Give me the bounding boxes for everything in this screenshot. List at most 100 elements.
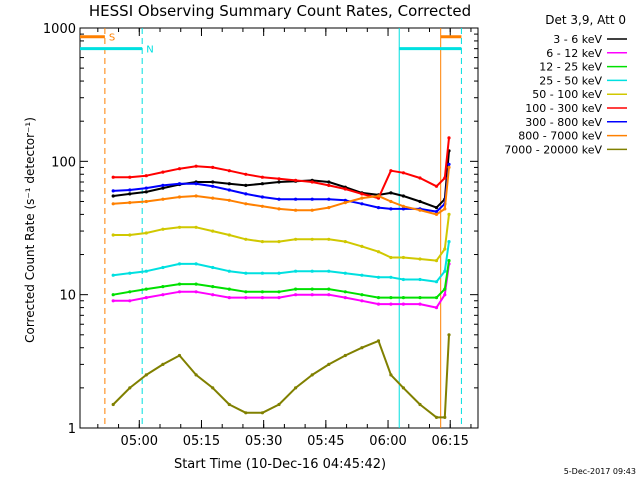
legend-label: 100 - 300 keV xyxy=(525,102,602,115)
data-point xyxy=(244,192,248,196)
data-point xyxy=(194,262,198,266)
data-point xyxy=(327,287,331,291)
data-point xyxy=(161,183,165,187)
y-tick-label: 1000 xyxy=(43,22,76,37)
data-point xyxy=(211,196,215,200)
data-point xyxy=(227,402,231,407)
data-point xyxy=(294,197,298,201)
data-point xyxy=(389,191,393,195)
data-point xyxy=(447,212,451,216)
data-point xyxy=(177,195,182,199)
data-point xyxy=(294,237,298,241)
data-point xyxy=(443,293,447,297)
data-point xyxy=(376,275,381,279)
data-point xyxy=(418,277,422,282)
data-point xyxy=(128,299,132,303)
data-point xyxy=(343,187,347,191)
data-point xyxy=(128,233,132,237)
data-point xyxy=(161,265,165,270)
data-point xyxy=(128,386,132,390)
data-point xyxy=(434,415,439,419)
data-point xyxy=(310,287,314,291)
x-tick-label: 05:00 xyxy=(121,434,158,449)
data-point xyxy=(401,277,405,282)
data-point xyxy=(360,273,364,277)
data-point xyxy=(277,402,281,407)
data-point xyxy=(343,240,347,244)
data-point xyxy=(177,167,182,171)
data-point xyxy=(327,180,331,184)
y-tick-label: 1 xyxy=(68,422,76,437)
data-point xyxy=(161,170,165,174)
data-point xyxy=(418,176,422,180)
data-point xyxy=(443,269,447,273)
data-point xyxy=(434,184,439,188)
data-point xyxy=(360,299,364,303)
plot-area: 1 10 100 1000 05:00 05:15 05:30 05:45 06:00 06:15… xyxy=(43,22,479,449)
data-point xyxy=(389,373,393,377)
data-point xyxy=(327,197,331,201)
data-point xyxy=(260,271,264,275)
data-point xyxy=(144,199,148,204)
data-point xyxy=(376,250,381,254)
data-point xyxy=(211,184,215,188)
data-point xyxy=(260,182,264,186)
x-tick-label: 05:30 xyxy=(245,434,282,449)
data-point xyxy=(227,287,231,291)
plot-frame xyxy=(79,27,479,429)
data-point xyxy=(343,201,347,205)
data-point xyxy=(128,290,132,294)
data-point xyxy=(144,269,148,273)
data-point xyxy=(211,180,215,184)
legend-label: 800 - 7000 keV xyxy=(518,130,602,143)
data-point xyxy=(360,293,364,297)
data-point xyxy=(294,386,298,390)
data-point xyxy=(260,240,264,244)
data-point xyxy=(227,188,231,192)
data-point xyxy=(277,240,281,244)
y-tick-label: 100 xyxy=(51,155,76,170)
data-point xyxy=(294,269,298,273)
data-point xyxy=(128,175,132,179)
data-point xyxy=(194,282,198,286)
data-point xyxy=(211,285,215,289)
data-point xyxy=(389,199,393,204)
data-point xyxy=(310,293,314,297)
series-line xyxy=(112,334,450,419)
data-point xyxy=(144,296,148,300)
data-point xyxy=(360,244,364,248)
data-point xyxy=(360,196,364,200)
legend-title: Det 3,9, Att 0 xyxy=(545,13,626,27)
data-point xyxy=(211,386,215,390)
data-point xyxy=(401,296,405,300)
data-point xyxy=(443,176,447,180)
data-point xyxy=(389,302,393,306)
data-point xyxy=(443,207,447,211)
x-tick-label: 05:15 xyxy=(183,434,220,449)
data-point xyxy=(310,208,314,212)
data-point xyxy=(260,204,264,208)
data-point xyxy=(161,362,165,366)
data-point xyxy=(244,202,248,206)
data-point xyxy=(389,169,393,173)
data-point xyxy=(277,290,281,294)
data-point xyxy=(144,190,148,194)
data-point xyxy=(227,296,231,300)
data-point xyxy=(128,271,132,275)
data-point xyxy=(376,296,381,300)
data-point xyxy=(111,299,115,303)
data-point xyxy=(227,269,231,273)
data-point xyxy=(244,411,248,415)
series-line xyxy=(113,167,450,216)
data-point xyxy=(327,293,331,297)
data-point xyxy=(310,373,314,377)
data-point xyxy=(211,265,215,270)
data-point xyxy=(244,237,248,241)
data-point xyxy=(111,233,115,237)
data-point xyxy=(294,287,298,291)
data-point xyxy=(227,169,231,173)
data-point xyxy=(376,194,381,198)
data-point xyxy=(111,194,115,198)
legend-label: 6 - 12 keV xyxy=(546,47,602,60)
data-point xyxy=(144,287,148,291)
